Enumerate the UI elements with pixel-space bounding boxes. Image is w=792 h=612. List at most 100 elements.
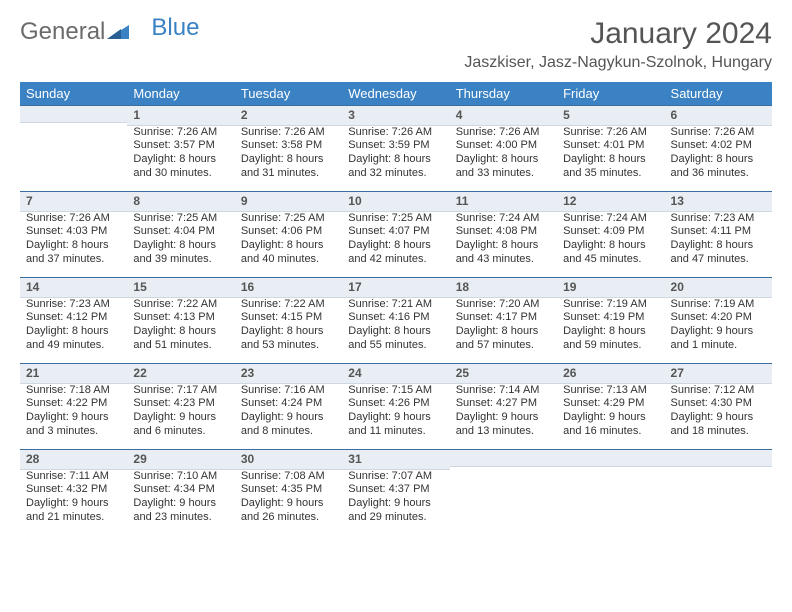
- day-info: Sunrise: 7:26 AMSunset: 4:00 PMDaylight:…: [450, 126, 557, 185]
- sunrise-text: Sunrise: 7:23 AM: [24, 298, 123, 312]
- day-info: Sunrise: 7:15 AMSunset: 4:26 PMDaylight:…: [342, 384, 449, 443]
- daylight-text-2: and 59 minutes.: [561, 339, 660, 353]
- day-number: 10: [342, 191, 449, 212]
- day-info: Sunrise: 7:26 AMSunset: 3:59 PMDaylight:…: [342, 126, 449, 185]
- sunrise-text: Sunrise: 7:19 AM: [561, 298, 660, 312]
- calendar-week-row: 1Sunrise: 7:26 AMSunset: 3:57 PMDaylight…: [20, 105, 772, 191]
- daylight-text-1: Daylight: 8 hours: [454, 239, 553, 253]
- sunset-text: Sunset: 4:06 PM: [239, 225, 338, 239]
- calendar-day-cell: 26Sunrise: 7:13 AMSunset: 4:29 PMDayligh…: [557, 363, 664, 449]
- daylight-text-1: Daylight: 9 hours: [239, 411, 338, 425]
- sunrise-text: Sunrise: 7:26 AM: [131, 126, 230, 140]
- sunrise-text: Sunrise: 7:23 AM: [669, 212, 768, 226]
- sunrise-text: Sunrise: 7:24 AM: [561, 212, 660, 226]
- sunset-text: Sunset: 4:13 PM: [131, 311, 230, 325]
- sunset-text: Sunset: 4:03 PM: [24, 225, 123, 239]
- daylight-text-1: Daylight: 8 hours: [454, 153, 553, 167]
- daylight-text-2: and 37 minutes.: [24, 253, 123, 267]
- sunrise-text: Sunrise: 7:08 AM: [239, 470, 338, 484]
- location-text: Jaszkiser, Jasz-Nagykun-Szolnok, Hungary: [464, 54, 772, 72]
- day-number: 30: [235, 449, 342, 470]
- sunset-text: Sunset: 4:35 PM: [239, 483, 338, 497]
- daylight-text-2: and 36 minutes.: [669, 167, 768, 181]
- daylight-text-1: Daylight: 8 hours: [24, 325, 123, 339]
- day-number: 18: [450, 277, 557, 298]
- sunrise-text: Sunrise: 7:25 AM: [239, 212, 338, 226]
- sunrise-text: Sunrise: 7:25 AM: [346, 212, 445, 226]
- sunset-text: Sunset: 4:29 PM: [561, 397, 660, 411]
- sunrise-text: Sunrise: 7:26 AM: [346, 126, 445, 140]
- title-block: January 2024 Jaszkiser, Jasz-Nagykun-Szo…: [464, 18, 772, 72]
- sunset-text: Sunset: 4:09 PM: [561, 225, 660, 239]
- calendar-day-cell: 5Sunrise: 7:26 AMSunset: 4:01 PMDaylight…: [557, 105, 664, 191]
- calendar-table: Sunday Monday Tuesday Wednesday Thursday…: [20, 82, 772, 535]
- calendar-week-row: 7Sunrise: 7:26 AMSunset: 4:03 PMDaylight…: [20, 191, 772, 277]
- sunrise-text: Sunrise: 7:12 AM: [669, 384, 768, 398]
- sunrise-text: Sunrise: 7:07 AM: [346, 470, 445, 484]
- calendar-day-cell: 9Sunrise: 7:25 AMSunset: 4:06 PMDaylight…: [235, 191, 342, 277]
- sunset-text: Sunset: 4:20 PM: [669, 311, 768, 325]
- daylight-text-2: and 57 minutes.: [454, 339, 553, 353]
- sunrise-text: Sunrise: 7:26 AM: [24, 212, 123, 226]
- day-number: 8: [127, 191, 234, 212]
- daylight-text-1: Daylight: 8 hours: [669, 239, 768, 253]
- daylight-text-1: Daylight: 9 hours: [24, 497, 123, 511]
- daylight-text-2: and 35 minutes.: [561, 167, 660, 181]
- daylight-text-1: Daylight: 8 hours: [24, 239, 123, 253]
- calendar-day-cell: 21Sunrise: 7:18 AMSunset: 4:22 PMDayligh…: [20, 363, 127, 449]
- calendar-day-cell: 3Sunrise: 7:26 AMSunset: 3:59 PMDaylight…: [342, 105, 449, 191]
- daylight-text-2: and 47 minutes.: [669, 253, 768, 267]
- day-info: Sunrise: 7:22 AMSunset: 4:13 PMDaylight:…: [127, 298, 234, 357]
- day-number: 22: [127, 363, 234, 384]
- weekday-wednesday: Wednesday: [342, 82, 449, 105]
- day-info: Sunrise: 7:19 AMSunset: 4:20 PMDaylight:…: [665, 298, 772, 357]
- daylight-text-1: Daylight: 8 hours: [239, 325, 338, 339]
- daylight-text-2: and 53 minutes.: [239, 339, 338, 353]
- day-info: Sunrise: 7:10 AMSunset: 4:34 PMDaylight:…: [127, 470, 234, 529]
- day-info: Sunrise: 7:20 AMSunset: 4:17 PMDaylight:…: [450, 298, 557, 357]
- calendar-day-cell: 17Sunrise: 7:21 AMSunset: 4:16 PMDayligh…: [342, 277, 449, 363]
- day-number: 13: [665, 191, 772, 212]
- daylight-text-1: Daylight: 8 hours: [131, 325, 230, 339]
- daylight-text-1: Daylight: 8 hours: [561, 325, 660, 339]
- calendar-day-cell: [450, 449, 557, 535]
- calendar-day-cell: 12Sunrise: 7:24 AMSunset: 4:09 PMDayligh…: [557, 191, 664, 277]
- daylight-text-2: and 55 minutes.: [346, 339, 445, 353]
- calendar-page: General Blue January 2024 Jaszkiser, Jas…: [0, 0, 792, 545]
- daylight-text-2: and 29 minutes.: [346, 511, 445, 525]
- calendar-day-cell: 15Sunrise: 7:22 AMSunset: 4:13 PMDayligh…: [127, 277, 234, 363]
- daylight-text-1: Daylight: 9 hours: [561, 411, 660, 425]
- sunset-text: Sunset: 4:02 PM: [669, 139, 768, 153]
- daylight-text-1: Daylight: 8 hours: [346, 239, 445, 253]
- sunset-text: Sunset: 4:26 PM: [346, 397, 445, 411]
- daylight-text-2: and 39 minutes.: [131, 253, 230, 267]
- daylight-text-1: Daylight: 9 hours: [669, 411, 768, 425]
- day-info: Sunrise: 7:19 AMSunset: 4:19 PMDaylight:…: [557, 298, 664, 357]
- daylight-text-1: Daylight: 9 hours: [131, 411, 230, 425]
- day-number: 5: [557, 105, 664, 126]
- calendar-day-cell: 4Sunrise: 7:26 AMSunset: 4:00 PMDaylight…: [450, 105, 557, 191]
- day-number: 3: [342, 105, 449, 126]
- daylight-text-2: and 18 minutes.: [669, 425, 768, 439]
- day-info: Sunrise: 7:24 AMSunset: 4:09 PMDaylight:…: [557, 212, 664, 271]
- logo-text-general: General: [20, 18, 105, 46]
- daylight-text-2: and 3 minutes.: [24, 425, 123, 439]
- day-info: Sunrise: 7:08 AMSunset: 4:35 PMDaylight:…: [235, 470, 342, 529]
- day-number: 12: [557, 191, 664, 212]
- calendar-day-cell: 1Sunrise: 7:26 AMSunset: 3:57 PMDaylight…: [127, 105, 234, 191]
- daylight-text-1: Daylight: 8 hours: [239, 239, 338, 253]
- daylight-text-1: Daylight: 8 hours: [561, 153, 660, 167]
- day-number: 29: [127, 449, 234, 470]
- day-info: Sunrise: 7:23 AMSunset: 4:11 PMDaylight:…: [665, 212, 772, 271]
- sunset-text: Sunset: 4:34 PM: [131, 483, 230, 497]
- day-number: 26: [557, 363, 664, 384]
- sunset-text: Sunset: 4:30 PM: [669, 397, 768, 411]
- sunset-text: Sunset: 4:01 PM: [561, 139, 660, 153]
- day-number: 19: [557, 277, 664, 298]
- daylight-text-2: and 33 minutes.: [454, 167, 553, 181]
- sunrise-text: Sunrise: 7:16 AM: [239, 384, 338, 398]
- sunrise-text: Sunrise: 7:14 AM: [454, 384, 553, 398]
- sunset-text: Sunset: 4:32 PM: [24, 483, 123, 497]
- sunrise-text: Sunrise: 7:13 AM: [561, 384, 660, 398]
- calendar-day-cell: 14Sunrise: 7:23 AMSunset: 4:12 PMDayligh…: [20, 277, 127, 363]
